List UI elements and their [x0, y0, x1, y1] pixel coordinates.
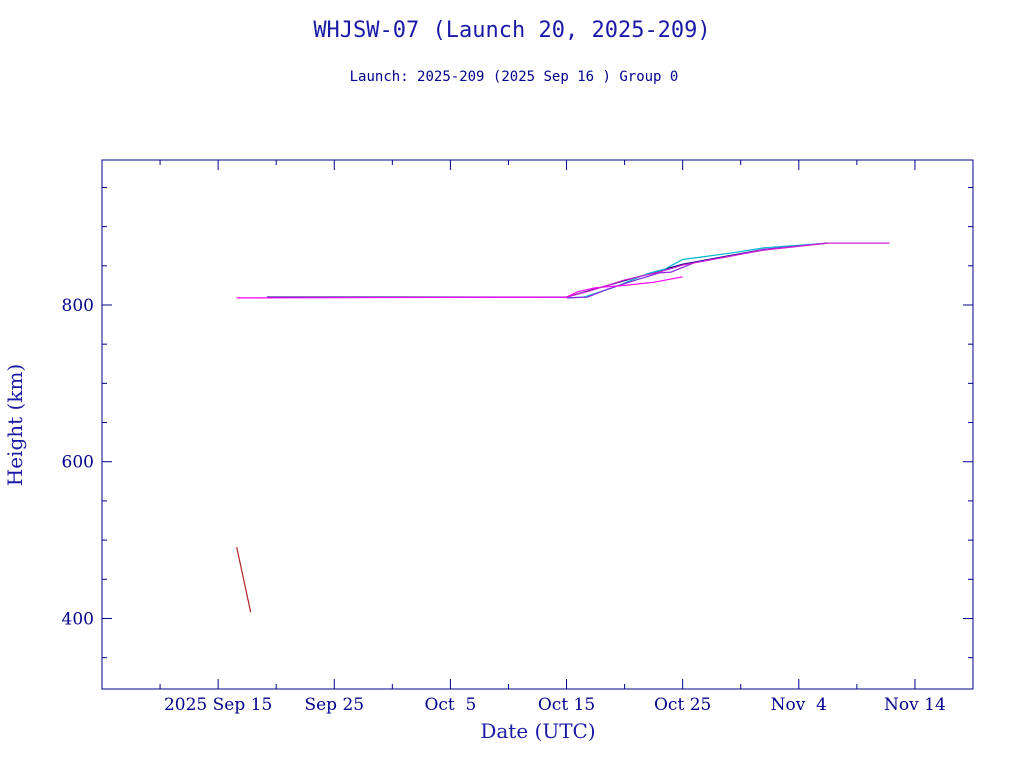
x-tick-label: Sep 25 — [304, 695, 364, 715]
chart-title: WHJSW-07 (Launch 20, 2025-209) — [313, 18, 710, 43]
y-tick-label: 800 — [62, 296, 94, 316]
series-line-object-3 — [566, 242, 828, 299]
y-tick-labels: 400 600 800 — [62, 296, 94, 629]
x-tick-label: Nov 4 — [771, 695, 827, 715]
plot-frame — [101, 159, 974, 690]
x-tick-label: Oct 15 — [538, 695, 595, 715]
y-tick-label: 400 — [62, 609, 94, 629]
axis-ticks — [101, 160, 974, 689]
series-lines — [236, 242, 890, 613]
x-tick-labels: 2025 Sep 15 Sep 25 Oct 5 Oct 15 Oct 25 Nov 4 N… — [164, 695, 946, 715]
series-line-object-6 — [566, 242, 890, 298]
series-line-object-5 — [236, 276, 683, 299]
y-axis-label: Height (km) — [3, 364, 27, 486]
chart-subtitle: Launch: 2025-209 (2025 Sep 16 ) Group 0 — [350, 69, 679, 85]
x-axis-label: Date (UTC) — [480, 719, 595, 743]
x-tick-label: Oct 25 — [654, 695, 711, 715]
x-tick-label: 2025 Sep 15 — [164, 695, 272, 715]
series-line-object-4 — [566, 242, 828, 299]
y-tick-label: 600 — [62, 453, 94, 473]
x-tick-label: Oct 5 — [424, 695, 476, 715]
series-line-object-1 — [236, 546, 252, 613]
x-tick-label: Nov 14 — [884, 695, 946, 715]
